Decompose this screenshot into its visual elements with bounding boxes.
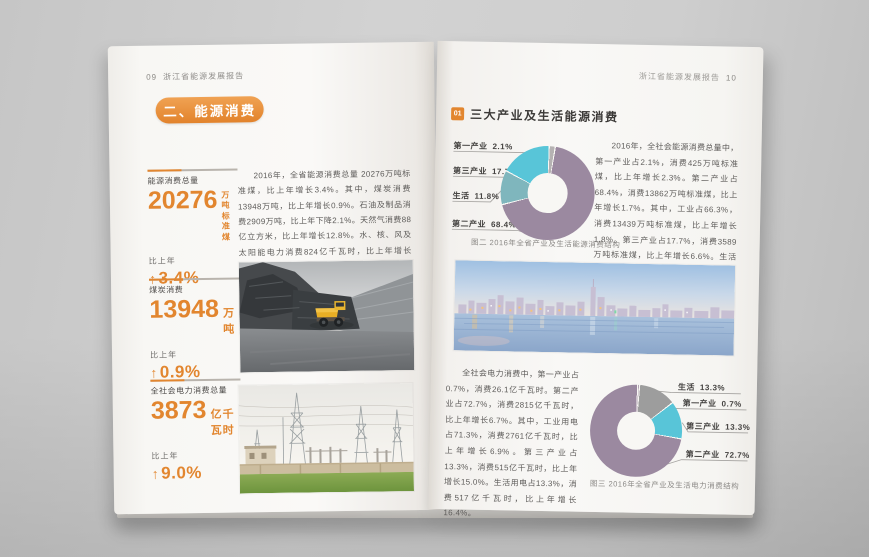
left-page-number: 09 (146, 72, 158, 82)
pie-label: 生活 11.8% (452, 190, 499, 202)
up-arrow-icon: ↑ (151, 465, 160, 482)
pie-label-pct: 13.3% (725, 422, 751, 432)
stat-unit: 亿千瓦时 (210, 405, 241, 437)
stat-label: 全社会电力消费总量 (150, 385, 228, 396)
left-report-title: 浙江省能源发展报告 (163, 71, 245, 82)
pie-label: 第三产业 13.3% (686, 421, 750, 433)
power-substation-photo (238, 383, 414, 494)
pie-label: 第二产业 72.7% (686, 449, 750, 461)
pie-label-name: 第二产业 (685, 449, 720, 460)
stat-value: 3873 (150, 395, 207, 425)
skyline-illustration (453, 260, 736, 356)
stat-value: 20276 (147, 185, 218, 215)
open-book: 09 浙江省能源发展报告 二、能源消费 2016年，全省能源消费总量 20276万… (107, 40, 764, 518)
stat-rule (150, 378, 241, 382)
stat-rule (148, 277, 240, 281)
coal-mine-photo (238, 260, 415, 373)
stat-value: 13948 (149, 294, 220, 324)
right-page-number: 10 (725, 73, 737, 83)
pie-label-pct: 11.8% (474, 191, 500, 202)
pie-label: 第一产业 2.1% (453, 140, 512, 152)
right-section-title: 01 三大产业及生活能源消费 (451, 105, 619, 125)
right-page-header: 浙江省能源发展报告 10 (639, 71, 737, 84)
compare-label: 比上年 (148, 256, 176, 266)
pie-label-pct: 2.1% (492, 141, 513, 152)
pie-label-name: 生活 (452, 191, 470, 201)
figure3-power-pie: 生活 13.3% 第一产业 0.7% 第三产业 13.3% 第二产业 72.7% 图三 … (429, 371, 757, 495)
substation-illustration (238, 383, 414, 494)
stat-unit: 万吨 标准煤 (221, 190, 238, 242)
stat-label: 煤炭消费 (149, 285, 184, 295)
pie-label-name: 第一产业 (453, 141, 488, 151)
unit-line1: 万吨 (222, 307, 236, 336)
stat-label: 能源消费总量 (147, 176, 199, 186)
stat-electricity: 全社会电力消费总量 3873 亿千瓦时 比上年 ↑ 9.0% (150, 378, 241, 483)
section-title-badge: 二、能源消费 (155, 96, 264, 124)
right-report-title: 浙江省能源发展报告 (638, 71, 721, 83)
change-value: ↑ 9.0% (152, 462, 242, 483)
pie-label-pct: 0.7% (721, 399, 742, 409)
pie-label-pct: 13.3% (699, 383, 726, 393)
pie-label-name: 第三产业 (686, 421, 721, 432)
city-skyline-photo (453, 260, 736, 356)
page-right: 浙江省能源发展报告 10 01 三大产业及生活能源消费 第一产业 2.1% 第三产 (428, 40, 764, 518)
pie-label: 生活 13.3% (678, 382, 725, 394)
unit-line2: 标准煤 (221, 211, 232, 242)
compare-label: 比上年 (151, 451, 179, 461)
left-page-header: 09 浙江省能源发展报告 (146, 70, 244, 82)
pie-label-name: 第二产业 (451, 219, 487, 229)
stat-coal: 煤炭消费 13948 万吨 比上年 ↑ 0.9% (148, 277, 240, 382)
pie-label: 第一产业 0.7% (683, 398, 742, 410)
pie-label-name: 第三产业 (452, 166, 488, 176)
stat-energy-total: 能源消费总量 20276 万吨标准煤 比上年 ↑3.4% (147, 168, 239, 288)
pie-label-pct: 72.7% (724, 450, 750, 460)
page-left: 09 浙江省能源发展报告 二、能源消费 2016年，全省能源消费总量 20276万… (107, 41, 441, 515)
up-arrow-icon: ↑ (150, 364, 158, 381)
change-pct: 9.0% (161, 463, 203, 483)
pie-label-name: 第一产业 (682, 398, 717, 409)
pie-label: 第二产业 68.4% (452, 218, 516, 230)
coal-mine-illustration (238, 260, 415, 373)
unit-line1: 万吨 (221, 190, 231, 211)
unit-line1: 亿千瓦时 (210, 408, 235, 437)
pie-label-name: 生活 (677, 382, 696, 392)
section-number-badge: 01 (451, 107, 465, 121)
stat-rule (147, 168, 238, 172)
section-title-text: 三大产业及生活能源消费 (469, 107, 619, 125)
compare-label: 比上年 (150, 350, 178, 360)
stat-unit: 万吨 (223, 304, 240, 336)
